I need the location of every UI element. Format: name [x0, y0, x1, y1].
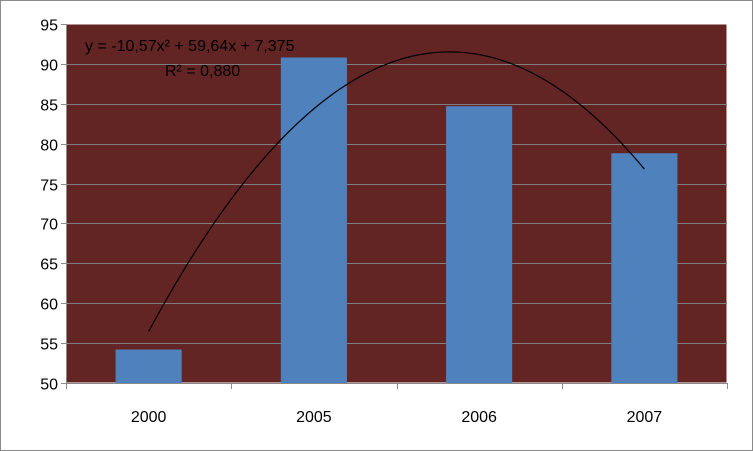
x-tick-label-2000: 2000: [131, 409, 167, 426]
x-tick-label-2005: 2005: [296, 409, 332, 426]
y-tick-label-65: 65: [40, 257, 58, 274]
bar-2006: [446, 106, 513, 383]
y-tick-label-90: 90: [40, 58, 58, 75]
trendline: [148, 51, 645, 332]
bars: [115, 57, 678, 384]
bar-2005: [280, 57, 347, 384]
y-tick-label-55: 55: [40, 337, 58, 354]
y-tick-label-60: 60: [40, 297, 58, 314]
trendline-equation: y = -10,57x² + 59,64x + 7,375: [85, 38, 295, 55]
y-tick-label-80: 80: [40, 138, 58, 155]
y-tick-label-50: 50: [40, 377, 58, 394]
x-axis-ticks: 2000 2005 2006 2007: [66, 383, 728, 426]
bar-2000: [115, 349, 182, 383]
axes: [66, 24, 727, 384]
y-tick-label-85: 85: [40, 98, 58, 115]
y-tick-label-75: 75: [40, 178, 58, 195]
y-axis-ticks: 50 55 60 65 70 75 80 85 90 95: [40, 18, 66, 394]
y-tick-label-70: 70: [40, 217, 58, 234]
y-tick-label-95: 95: [40, 18, 58, 35]
bar-2007: [611, 153, 678, 383]
x-tick-label-2006: 2006: [461, 409, 497, 426]
trendline-r-squared: R² = 0,880: [165, 63, 240, 80]
x-tick-label-2007: 2007: [627, 409, 663, 426]
